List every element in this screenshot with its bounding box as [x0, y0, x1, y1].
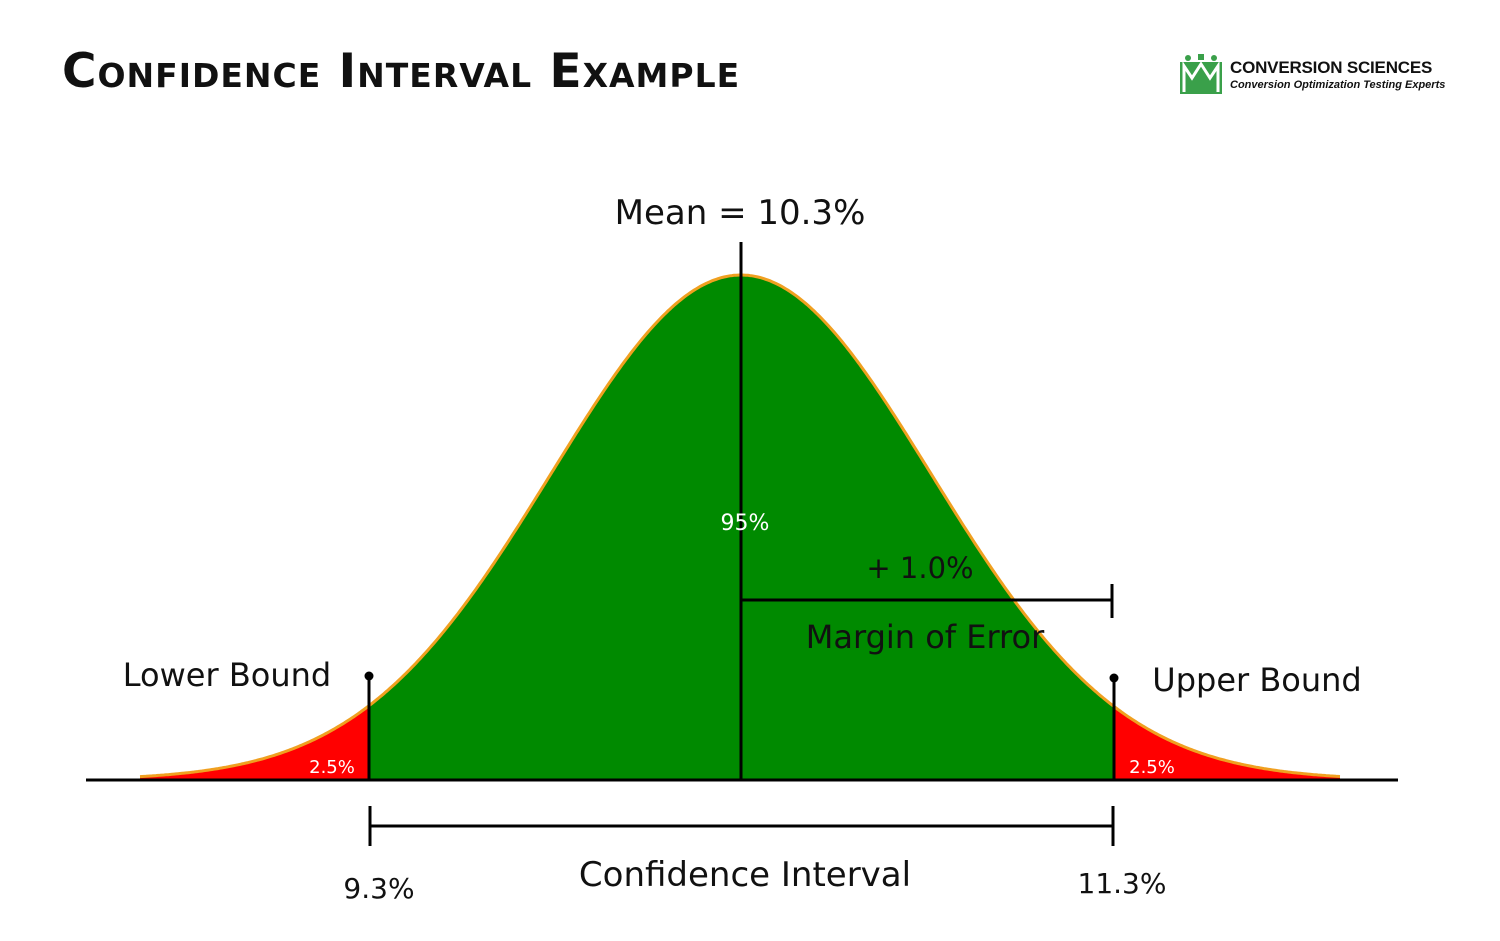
- confidence-interval-label: Confidence Interval: [579, 855, 911, 895]
- margin-value-label: + 1.0%: [866, 551, 973, 585]
- right-tail-percent: 2.5%: [1129, 757, 1175, 778]
- logo-tagline: Conversion Optimization Testing Experts: [1230, 79, 1446, 91]
- right-tail-area: [1114, 706, 1340, 780]
- lower-bound-label: Lower Bound: [123, 656, 331, 694]
- margin-of-error-label: Margin of Error: [806, 618, 1045, 656]
- left-tail-percent: 2.5%: [309, 757, 355, 778]
- upper-value-label: 11.3%: [1078, 867, 1167, 900]
- conversion-sciences-logo: CONVERSION SCIENCES Conversion Optimizat…: [1178, 52, 1445, 98]
- lower-value-label: 9.3%: [343, 872, 414, 905]
- logo-name: CONVERSION SCIENCES: [1230, 58, 1433, 77]
- logo-mark-icon: [1180, 54, 1222, 94]
- mean-label: Mean = 10.3%: [615, 193, 866, 233]
- upper-bound-dot: [1109, 673, 1119, 683]
- page-title: Confidence Interval Example: [62, 44, 741, 99]
- left-tail-area: [140, 705, 369, 780]
- center-percent-label: 95%: [721, 511, 770, 536]
- upper-bound-label: Upper Bound: [1152, 661, 1361, 699]
- lower-bound-dot: [364, 671, 374, 681]
